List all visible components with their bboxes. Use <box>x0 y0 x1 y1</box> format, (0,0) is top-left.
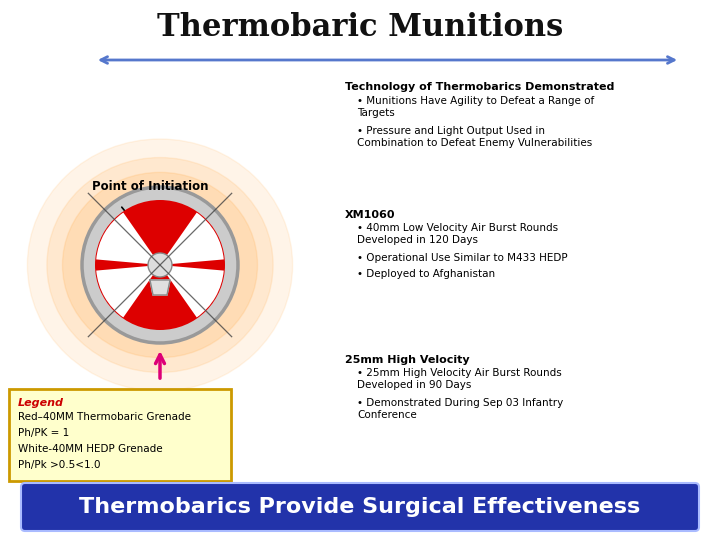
Polygon shape <box>150 280 170 295</box>
Text: • Deployed to Afghanistan: • Deployed to Afghanistan <box>357 269 495 279</box>
Circle shape <box>95 200 225 330</box>
Text: • 25mm High Velocity Air Burst Rounds
Developed in 90 Days: • 25mm High Velocity Air Burst Rounds De… <box>357 368 562 390</box>
Text: • Pressure and Light Output Used in
Combination to Defeat Enemy Vulnerabilities: • Pressure and Light Output Used in Comb… <box>357 126 593 148</box>
FancyBboxPatch shape <box>21 483 699 531</box>
Text: • Demonstrated During Sep 03 Infantry
Conference: • Demonstrated During Sep 03 Infantry Co… <box>357 398 563 421</box>
Circle shape <box>82 187 238 343</box>
Text: Ph/PK = 1: Ph/PK = 1 <box>18 428 69 438</box>
Wedge shape <box>160 265 224 318</box>
Wedge shape <box>96 213 160 265</box>
Circle shape <box>148 253 172 277</box>
Wedge shape <box>160 213 224 265</box>
Wedge shape <box>96 265 160 318</box>
Text: Projectile Flight Path: Projectile Flight Path <box>90 395 230 408</box>
Text: Thermobarics Provide Surgical Effectiveness: Thermobarics Provide Surgical Effectiven… <box>79 497 641 517</box>
Text: White-40MM HEDP Grenade: White-40MM HEDP Grenade <box>18 444 163 454</box>
Text: Thermobaric Munitions: Thermobaric Munitions <box>157 12 563 44</box>
Text: • Operational Use Similar to M433 HEDP: • Operational Use Similar to M433 HEDP <box>357 253 567 263</box>
Ellipse shape <box>47 158 273 373</box>
Text: Legend: Legend <box>18 398 64 408</box>
Text: Red–40MM Thermobaric Grenade: Red–40MM Thermobaric Grenade <box>18 412 191 422</box>
Text: Ph/Pk >0.5<1.0: Ph/Pk >0.5<1.0 <box>18 460 101 470</box>
Text: • Munitions Have Agility to Defeat a Range of
Targets: • Munitions Have Agility to Defeat a Ran… <box>357 96 594 118</box>
Text: • 40mm Low Velocity Air Burst Rounds
Developed in 120 Days: • 40mm Low Velocity Air Burst Rounds Dev… <box>357 223 558 245</box>
Text: Point of Initiation: Point of Initiation <box>91 180 208 193</box>
Text: XM1060: XM1060 <box>345 210 395 220</box>
FancyBboxPatch shape <box>9 389 231 481</box>
Text: 25mm High Velocity: 25mm High Velocity <box>345 355 469 365</box>
Text: Technology of Thermobarics Demonstrated: Technology of Thermobarics Demonstrated <box>345 82 614 92</box>
Ellipse shape <box>63 172 258 357</box>
Ellipse shape <box>27 139 292 391</box>
